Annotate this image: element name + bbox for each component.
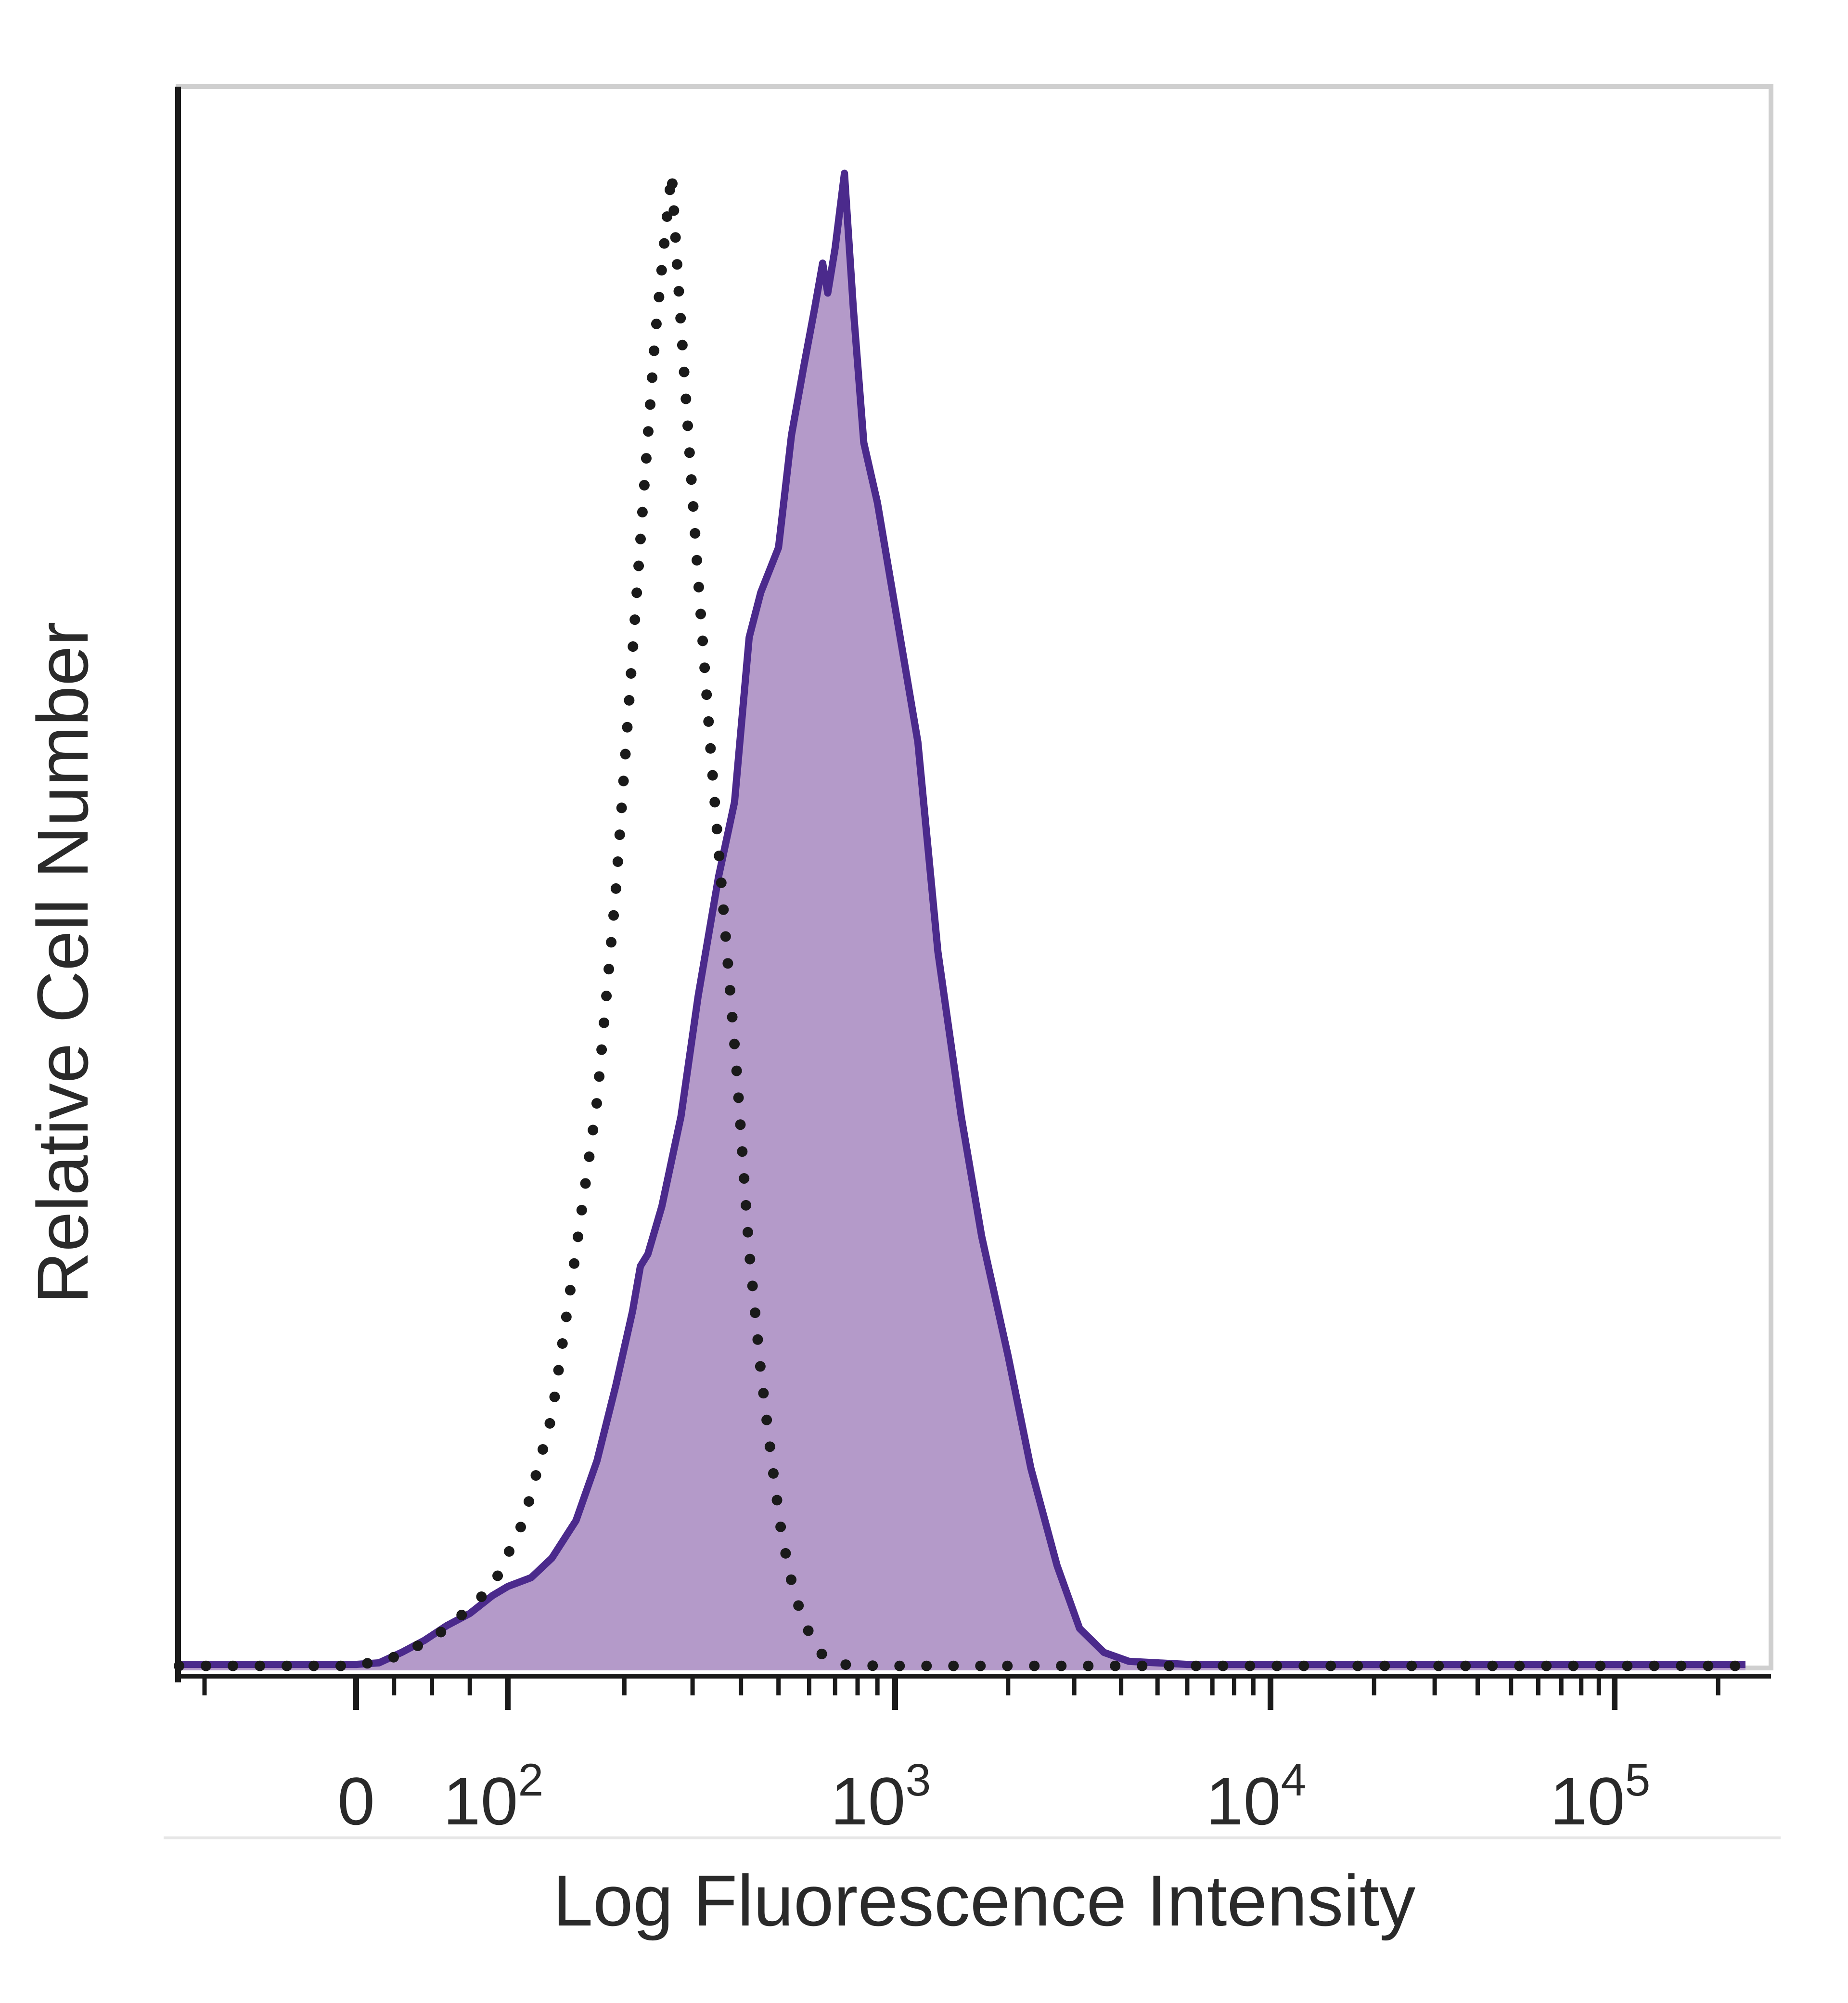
x-tick-label: 104 bbox=[1206, 1755, 1307, 1839]
x-tick-labels: 0 102 103 104 105 bbox=[337, 1755, 1650, 1839]
x-axis-label: Log Fluorescence Intensity bbox=[553, 1860, 1416, 1941]
x-tick-label: 103 bbox=[831, 1755, 931, 1839]
x-tick-label: 105 bbox=[1550, 1755, 1651, 1839]
y-axis-label: Relative Cell Number bbox=[22, 621, 103, 1304]
x-axis-major-ticks bbox=[353, 1676, 1617, 1710]
x-tick-label: 102 bbox=[443, 1755, 544, 1839]
x-axis-minor-ticks bbox=[202, 1676, 1720, 1695]
stained-histogram-outline bbox=[179, 169, 1745, 1668]
x-tick-label: 0 bbox=[337, 1763, 375, 1839]
stained-histogram-area bbox=[179, 173, 1745, 1670]
